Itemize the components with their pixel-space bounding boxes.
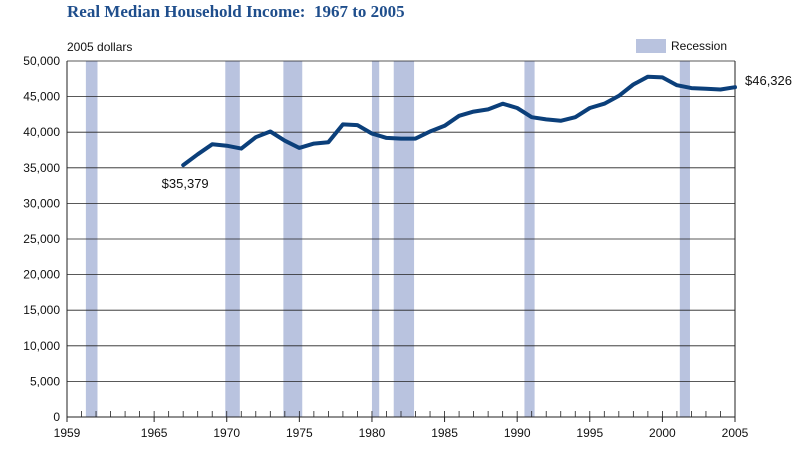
x-tick-label: 1970: [213, 426, 240, 440]
axes: 0 5,000 10,000 15,000 20,000 25,000 30,000 35,0…: [23, 54, 748, 440]
chart-title: Real Median Household Income: 1967 to 20…: [67, 2, 405, 21]
x-tick-label: 2005: [722, 426, 749, 440]
data-label-1: $46,326: [745, 73, 792, 88]
y-tick-label: 50,000: [23, 54, 60, 68]
x-tick-label: 1959: [54, 426, 81, 440]
x-tick-label: 1980: [359, 426, 386, 440]
y-tick-label: 0: [53, 410, 60, 424]
y-tick-label: 5,000: [30, 374, 60, 388]
y-tick-label: 15,000: [23, 303, 60, 317]
x-tick-label: 1975: [286, 426, 313, 440]
x-tick-label: 1965: [141, 426, 168, 440]
legend-label-recession: Recession: [671, 39, 727, 53]
y-tick-label: 10,000: [23, 339, 60, 353]
x-tick-label: 1985: [431, 426, 458, 440]
data-series: [181, 74, 737, 168]
annotations: $35,379 $46,326: [162, 73, 792, 191]
x-tick-label: 1995: [576, 426, 603, 440]
unit-label: 2005 dollars: [67, 40, 132, 54]
y-tick-label: 40,000: [23, 125, 60, 139]
grid-lines: [67, 60, 735, 382]
legend: Recession: [636, 39, 727, 53]
y-tick-label: 30,000: [23, 196, 60, 210]
y-tick-label: 25,000: [23, 232, 60, 246]
x-tick-label: 2000: [649, 426, 676, 440]
data-label-0: $35,379: [162, 176, 209, 191]
x-tick-label: 1990: [504, 426, 531, 440]
series-line-median-income: [181, 74, 737, 168]
y-tick-label: 20,000: [23, 268, 60, 282]
labels: 2005 dollars: [67, 40, 132, 54]
y-tick-label: 45,000: [23, 90, 60, 104]
y-tick-label: 35,000: [23, 161, 60, 175]
legend-swatch-recession: [636, 39, 666, 53]
